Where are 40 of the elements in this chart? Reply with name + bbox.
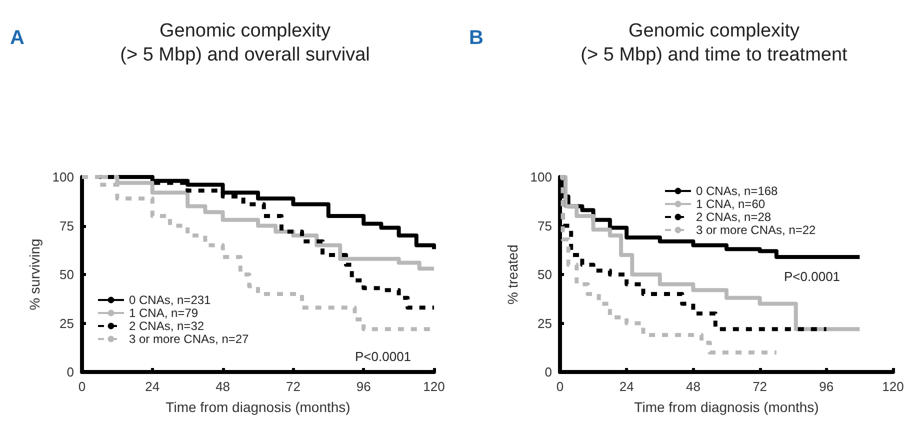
annotation: P<0.0001 [784, 269, 840, 284]
y-axis-title: % surviving [26, 238, 42, 310]
x-tick-label: 0 [78, 379, 86, 394]
y-axis-title: % treated [504, 244, 520, 304]
x-axis-title: Time from diagnosis (months) [634, 399, 819, 415]
legend-label: 3 or more CNAs, n=27 [129, 332, 250, 346]
x-tick-label: 24 [619, 379, 634, 394]
legend-label: 0 CNAs, n=168 [696, 184, 778, 198]
x-tick-label: 96 [819, 379, 834, 394]
x-tick-label: 48 [216, 379, 230, 394]
y-tick-label: 25 [538, 316, 552, 331]
x-axis-title: Time from diagnosis (months) [166, 399, 350, 415]
y-tick-label: 0 [544, 364, 552, 380]
y-tick-label: 50 [538, 267, 552, 282]
y-tick-label: 0 [66, 364, 74, 380]
legend-label: 2 CNAs, n=28 [696, 210, 772, 224]
x-tick-label: 72 [752, 379, 768, 394]
legend-label: 1 CNA, n=60 [696, 197, 766, 211]
y-tick-label: 75 [538, 218, 552, 234]
y-tick-label: 100 [530, 170, 552, 184]
legend-label: 2 CNAs, n=32 [129, 319, 204, 333]
x-tick-label: 48 [686, 379, 700, 394]
x-tick-label: 120 [423, 379, 445, 394]
x-tick-label: 72 [286, 379, 300, 394]
x-tick-label: 24 [145, 379, 160, 394]
text: A [10, 27, 24, 49]
text: B [469, 27, 484, 49]
x-tick-label: 96 [356, 379, 371, 394]
annotation: P<0.0001 [355, 349, 412, 364]
y-tick-label: 75 [60, 218, 74, 234]
legend-label: 1 CNA, n=79 [129, 306, 198, 320]
chart-title: Genomic complexity (> 5 Mbp) and overall survival [120, 20, 370, 66]
legend-label: 0 CNAs, n=231 [129, 293, 212, 307]
legend-label: 3 or more CNAs, n=22 [696, 223, 816, 237]
x-tick-label: 0 [556, 379, 564, 394]
x-tick-label: 120 [882, 379, 904, 394]
y-tick-label: 50 [60, 267, 74, 282]
y-tick-label: 100 [52, 170, 74, 184]
y-tick-label: 25 [60, 316, 74, 331]
chart-title: Genomic complexity (> 5 Mbp) and time to treatment [580, 20, 848, 66]
